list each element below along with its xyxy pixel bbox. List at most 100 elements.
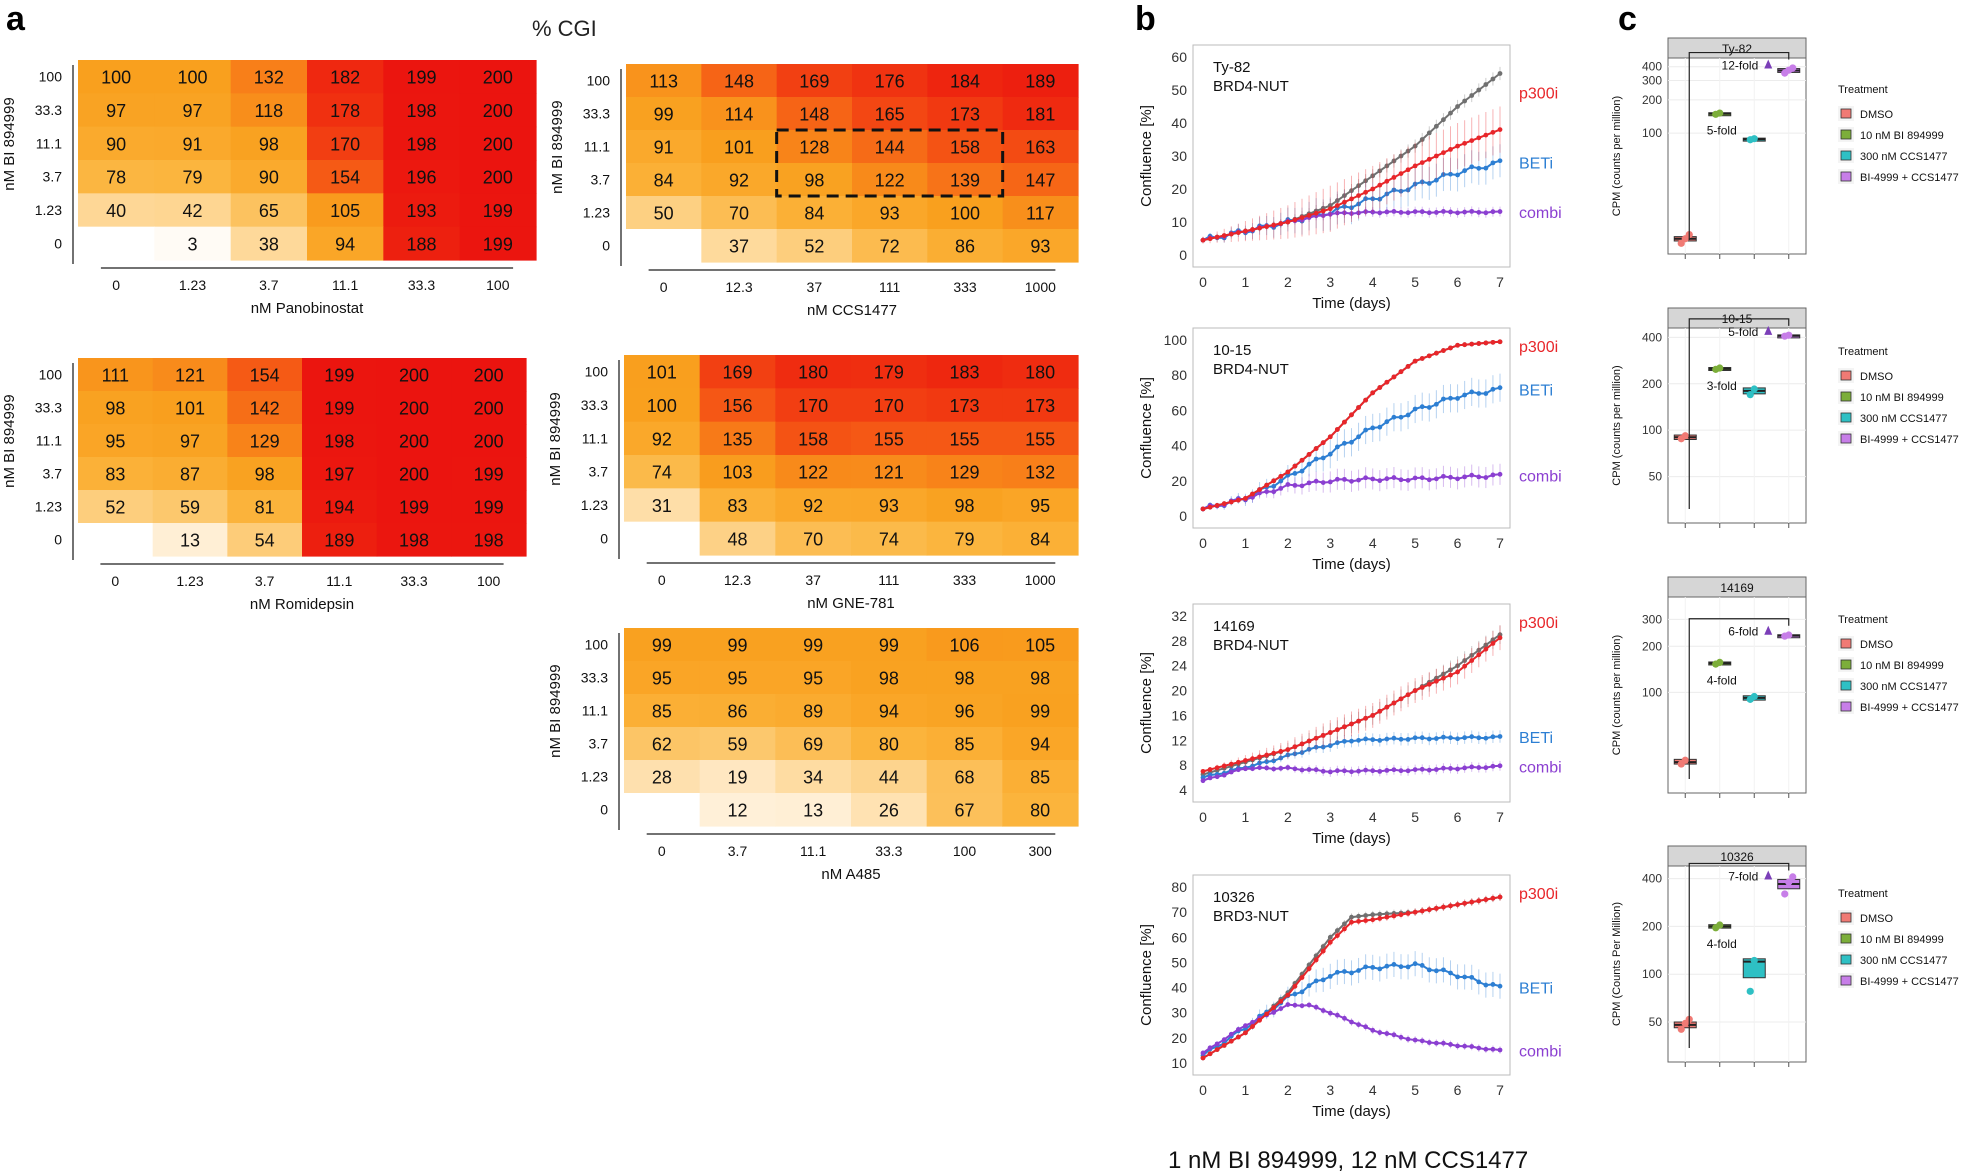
heatmap-cell (230, 126, 308, 161)
heatmap-cell (626, 97, 702, 131)
data-point (1257, 225, 1262, 231)
legend-label: DMSO (1860, 371, 1893, 383)
heatmap-cell (230, 160, 308, 194)
cell-line-name: 10-15 (1213, 342, 1251, 359)
x-tick-label: 0 (1199, 1082, 1207, 1098)
heatmap-cell (230, 226, 308, 261)
data-point (1377, 911, 1383, 917)
data-point (1228, 231, 1234, 237)
x-tick-label: 3.7 (259, 277, 279, 293)
data-point (1448, 110, 1453, 116)
y-tick-label: 20 (1171, 683, 1187, 699)
heatmap-cell (227, 391, 303, 425)
legend-label: BI-4999 + CCS1477 (1860, 434, 1959, 446)
up-arrow-icon (1764, 870, 1773, 880)
heatmap-cell-label: 95 (1030, 496, 1050, 516)
data-point (1320, 944, 1326, 949)
data-point (1278, 749, 1284, 754)
data-point (1370, 173, 1376, 179)
x-tick-label: 6 (1454, 1082, 1462, 1098)
y-tick-label: 200 (1642, 639, 1662, 653)
heatmap-cell-label: 89 (803, 702, 823, 722)
data-point (1377, 385, 1383, 390)
data-point (1419, 908, 1425, 914)
data-point (1441, 765, 1446, 771)
heatmap-cell (624, 760, 701, 794)
heatmap-cell-label: 200 (399, 465, 429, 485)
data-point (1363, 178, 1369, 184)
data-point (1285, 765, 1291, 770)
heatmap-cell (78, 391, 154, 425)
data-point (1462, 98, 1468, 104)
data-point (1370, 390, 1376, 396)
heatmap-cell (78, 93, 155, 128)
data-point (1441, 967, 1446, 973)
data-point (1469, 389, 1475, 395)
data-point (1441, 734, 1446, 740)
heatmap-cell (701, 64, 778, 98)
heatmap-cell (1002, 196, 1079, 230)
data-point (1356, 193, 1361, 199)
data-point (1257, 765, 1262, 771)
heatmap-cell (230, 93, 308, 128)
x-tick-label: 333 (953, 279, 977, 295)
data-point (1497, 894, 1503, 900)
heatmap-cell-label: 198 (324, 432, 354, 452)
data-point (1313, 957, 1319, 963)
data-point (1483, 210, 1489, 216)
data-point (1214, 503, 1220, 508)
data-point (1235, 759, 1241, 765)
data-point (1462, 209, 1468, 215)
x-tick-label: 33.3 (400, 573, 427, 589)
y-tick-label: 200 (1642, 919, 1662, 933)
heatmap-cell-label: 199 (399, 498, 429, 518)
heatmap-cell-label: 91 (182, 134, 202, 154)
data-point (1483, 82, 1489, 87)
y-tick-label: 3.7 (43, 169, 63, 185)
data-point (1412, 406, 1418, 412)
data-point (1334, 476, 1340, 482)
data-point (1448, 667, 1453, 673)
heatmap-cell (926, 355, 1003, 389)
data-point (1462, 168, 1468, 174)
data-point (1469, 899, 1475, 905)
heatmap-cell-label: 118 (254, 101, 283, 121)
data-point (1334, 1012, 1340, 1018)
heatmap-cell (78, 358, 154, 392)
heatmap-cell (383, 160, 461, 194)
series-p300i (1200, 625, 1503, 774)
data-point (1299, 483, 1305, 489)
y-tick-label: 33.3 (583, 106, 610, 122)
heatmap-cell-label: 100 (950, 204, 980, 224)
data-point (1349, 1019, 1354, 1025)
heatmap-cell (154, 160, 232, 194)
heatmap-cell (154, 193, 232, 228)
data-point (1469, 974, 1475, 980)
data-point (1398, 736, 1404, 742)
heatmap-cell (851, 488, 928, 523)
heatmap-cell-label: 85 (652, 702, 672, 722)
heatmap-cell (302, 523, 378, 557)
heatmap-cell-label: 83 (105, 465, 125, 485)
legend-swatch (1840, 129, 1852, 140)
comparison-bracket (1688, 51, 1790, 240)
heatmap-cell-label: 121 (175, 366, 205, 386)
data-point (1285, 992, 1291, 998)
data-point (1391, 475, 1397, 480)
heatmap-cell-label: 199 (406, 68, 436, 88)
data-point (1377, 1030, 1383, 1035)
data-point (1207, 767, 1213, 772)
data-point (1356, 210, 1361, 216)
y-tick-label: 30 (1171, 1005, 1187, 1021)
heatmap-cell-label: 106 (949, 636, 979, 656)
x-tick-label: 33.3 (875, 843, 902, 859)
data-point (1476, 209, 1482, 215)
data-point (1243, 496, 1248, 501)
x-tick-label: 0 (658, 572, 666, 588)
data-point (1476, 474, 1482, 480)
data-point (1441, 671, 1446, 677)
heatmap-cell (383, 93, 461, 128)
data-point (1469, 658, 1475, 663)
x-tick-label: 11.1 (332, 277, 358, 293)
y-tick-label: 60 (1171, 49, 1187, 65)
